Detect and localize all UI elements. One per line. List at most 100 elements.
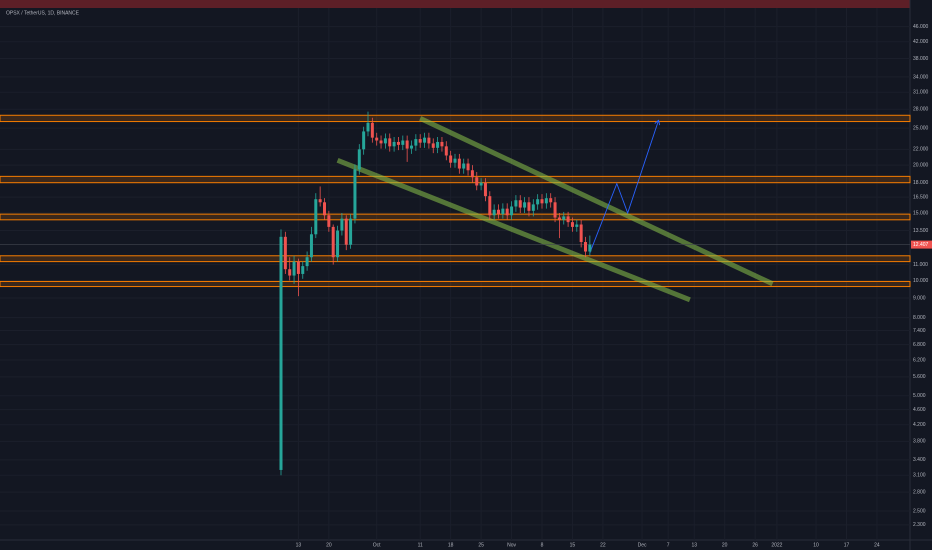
x-tick-label: 15	[570, 542, 576, 548]
candle-body	[566, 216, 570, 223]
candle-body	[466, 163, 470, 171]
y-tick-label: 6.200	[913, 357, 926, 363]
candle-body	[483, 182, 487, 197]
candle-body	[584, 242, 587, 252]
y-tick-label: 3.100	[913, 473, 926, 479]
y-tick-label: 16.500	[913, 195, 929, 201]
x-tick-label: 20	[326, 542, 332, 548]
x-tick-label: Oct	[373, 542, 381, 548]
candles	[279, 111, 592, 476]
candle-body	[544, 198, 548, 204]
candle-body	[436, 141, 440, 148]
candle-body	[401, 140, 405, 145]
x-tick-label: 8	[541, 542, 544, 548]
candle-body	[340, 218, 344, 231]
candle-body	[296, 261, 300, 274]
candle-body	[375, 137, 379, 141]
y-tick-label: 28.000	[913, 107, 929, 113]
y-tick-label: 15.000	[913, 210, 929, 216]
x-tick-label: 22	[600, 542, 606, 548]
y-tick-label: 3.800	[913, 439, 926, 445]
candle-body	[505, 208, 509, 216]
candle-body	[388, 138, 392, 147]
price-zone	[0, 213, 911, 221]
y-tick-label: 13.500	[913, 228, 929, 234]
projection-path	[589, 120, 660, 254]
candle-body	[444, 146, 448, 156]
y-tick-label: 46.000	[913, 24, 929, 30]
candle-body	[501, 208, 505, 215]
candle-body	[557, 217, 561, 220]
candle-body	[366, 122, 370, 132]
y-tick-label: 10.000	[913, 278, 929, 284]
projection-arrowhead	[654, 119, 661, 126]
y-tick-label: 18.000	[913, 180, 929, 186]
candle-body	[349, 218, 353, 245]
candle-body	[579, 224, 583, 243]
x-tick-label: 11	[418, 542, 423, 548]
candle-body	[479, 182, 483, 186]
price-zone	[0, 255, 911, 263]
y-tick-label: 31.000	[913, 90, 929, 96]
x-tick-label: Dec	[638, 542, 647, 548]
y-tick-label: 3.400	[913, 457, 926, 463]
y-tick-label: 11.000	[913, 262, 928, 268]
candle-body	[475, 177, 479, 186]
last-price-box	[911, 240, 932, 249]
y-tick-label: 5.600	[913, 374, 926, 380]
x-tick-label: 20	[722, 542, 728, 548]
last-price-label: 12.407	[913, 242, 929, 248]
candle-body	[336, 230, 340, 258]
y-tick-label: 34.000	[913, 74, 929, 80]
x-tick-label: 25	[478, 542, 484, 548]
candle-body	[357, 149, 361, 170]
x-tick-label: 2022	[771, 542, 782, 548]
candle-body	[562, 216, 566, 220]
candle-body	[549, 198, 553, 203]
y-tick-label: 22.000	[913, 147, 929, 153]
x-tick-label: 13	[296, 542, 302, 548]
candle-body	[570, 222, 574, 227]
candle-body	[318, 199, 322, 203]
candle-body	[405, 140, 409, 149]
candle-body	[292, 261, 296, 276]
candle-body	[492, 209, 496, 216]
candle-body	[510, 206, 514, 216]
y-tick-label: 9.000	[913, 295, 926, 301]
candle-body	[531, 204, 535, 211]
channel-line	[336, 157, 691, 303]
candle-body	[540, 199, 544, 204]
y-tick-label: 5.000	[913, 393, 926, 399]
candle-body	[379, 140, 383, 144]
y-tick-label: 20.000	[913, 163, 929, 169]
candle-body	[470, 170, 474, 178]
candle-body	[301, 266, 305, 274]
y-tick-label: 4.600	[913, 407, 926, 413]
candle-body	[323, 202, 326, 216]
price-zone	[0, 175, 911, 184]
candle-body	[588, 244, 592, 252]
y-tick-label: 7.400	[913, 328, 926, 334]
x-tick-label: 24	[874, 542, 880, 548]
candle-body	[497, 209, 500, 215]
candle-body	[314, 199, 318, 235]
y-tick-label: 25.000	[913, 125, 929, 131]
candle-body	[431, 143, 435, 148]
axes: 46.000 42.000 38.000 34.000 31.000 28.000 25.0…	[296, 24, 932, 548]
candle-body	[527, 202, 531, 211]
candle-body	[383, 138, 387, 144]
candle-body	[344, 218, 348, 245]
candle-body	[536, 199, 540, 205]
x-tick-label: 26	[752, 542, 758, 548]
candle-body	[396, 141, 400, 145]
candle-body	[353, 169, 357, 219]
candle-body	[288, 269, 292, 276]
candle-body	[362, 131, 366, 150]
candle-body	[331, 226, 335, 258]
candle-body	[279, 236, 283, 470]
y-tick-label: 4.200	[913, 422, 926, 428]
candle-body	[423, 137, 427, 143]
x-tick-label: Nov	[507, 542, 516, 548]
